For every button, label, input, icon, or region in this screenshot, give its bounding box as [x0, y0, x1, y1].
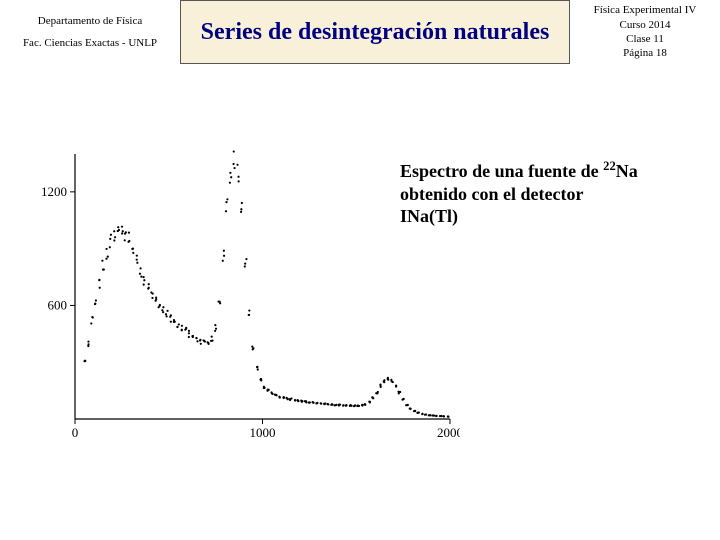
header-left: Departamento de Física Fac. Ciencias Exa… — [0, 0, 180, 64]
dept-line2: Fac. Ciencias Exactas - UNLP — [23, 35, 157, 52]
dept-line1: Departamento de Física — [38, 13, 142, 30]
caption-sup: 22 — [603, 159, 616, 173]
course-line1: Física Experimental IV — [594, 3, 697, 17]
header: Departamento de Física Fac. Ciencias Exa… — [0, 0, 720, 64]
svg-text:2000: 2000 — [437, 425, 460, 440]
svg-text:600: 600 — [48, 297, 68, 312]
header-right: Física Experimental IV Curso 2014 Clase … — [570, 0, 720, 64]
spectrum-svg: 0 1000 2000 600 1200 — [30, 144, 460, 444]
svg-text:1200: 1200 — [41, 184, 67, 199]
slide-title-text: Series de desintegración naturales — [201, 19, 550, 46]
spectrum-chart: 0 1000 2000 600 1200 — [30, 144, 460, 444]
course-line2: Curso 2014 — [619, 18, 670, 32]
slide-title: Series de desintegración naturales — [180, 0, 570, 64]
svg-text:1000: 1000 — [250, 425, 276, 440]
content-area: Espectro de una fuente de 22Na obtenido … — [0, 64, 720, 540]
svg-text:0: 0 — [72, 425, 79, 440]
course-line3: Clase 11 — [626, 32, 664, 46]
course-line4: Página 18 — [623, 46, 667, 60]
